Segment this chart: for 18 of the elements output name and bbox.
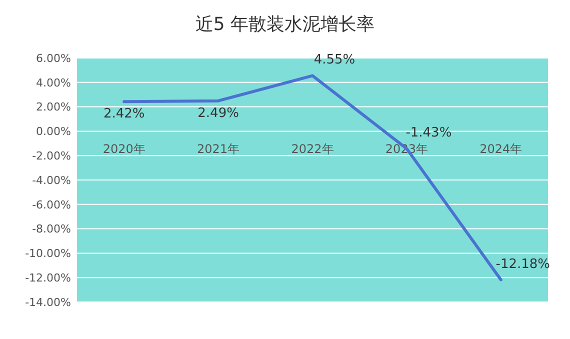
x-tick-label: 2021年 [197,142,240,156]
y-tick-label: -6.00% [32,198,71,212]
y-tick-label: 2.00% [36,100,71,114]
text: 2.42% [103,106,145,122]
x-tick-label: 2022年 [291,142,334,156]
y-tick-label: -14.00% [25,296,71,309]
y-tick-label: 4.00% [36,76,71,90]
chart-title: 近5 年散装水泥增长率 [195,14,375,35]
x-tick-label: 2020年 [102,142,146,156]
x-tick-label: 2024年 [480,142,522,156]
y-tick-label: -8.00% [32,222,71,236]
y-tick-label: -10.00% [25,247,71,260]
text: 2.49% [198,106,239,121]
y-tick-label: 6.00% [36,52,71,65]
y-tick-label: -2.00% [32,149,71,162]
y-tick-label: -12.00% [25,271,71,284]
y-tick-label: 0.00% [36,125,71,138]
y-tick-label: -4.00% [32,174,71,187]
